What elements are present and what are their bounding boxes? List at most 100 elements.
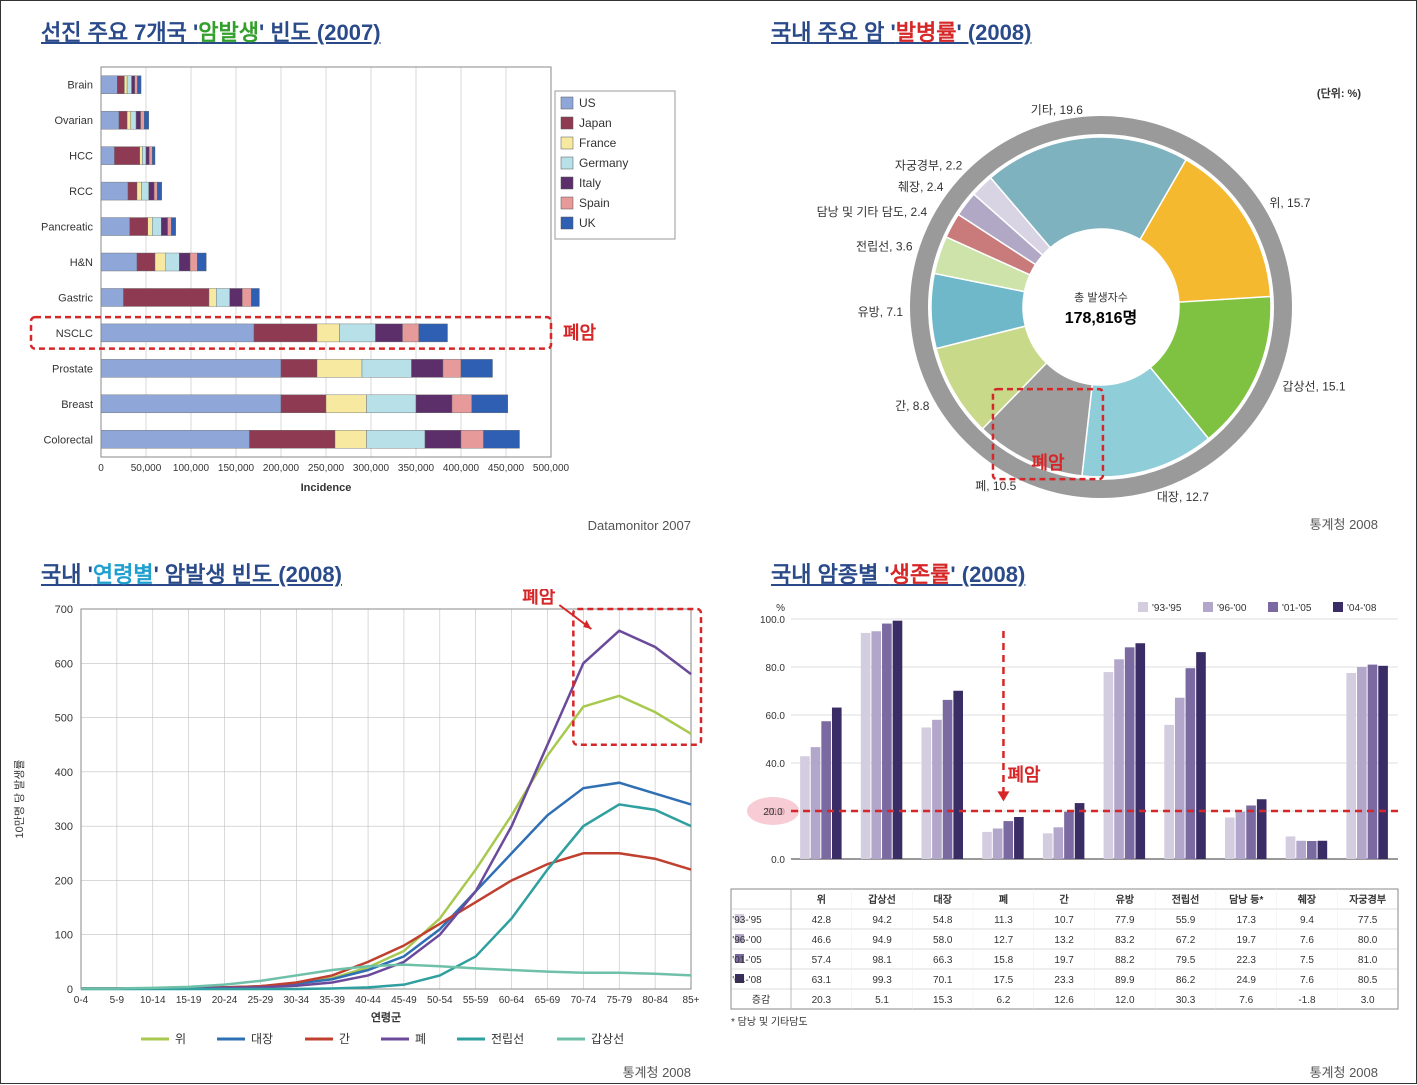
svg-text:12.6: 12.6	[1054, 995, 1074, 1006]
svg-text:77.9: 77.9	[1115, 915, 1135, 926]
svg-text:450,000: 450,000	[488, 463, 525, 474]
svg-text:폐암: 폐암	[522, 589, 556, 607]
svg-text:400,000: 400,000	[443, 463, 480, 474]
svg-text:20-24: 20-24	[212, 995, 238, 1006]
q1-chart: 050,000100,000150,000200,000250,000300,0…	[1, 47, 721, 517]
svg-text:10-14: 10-14	[140, 995, 166, 1006]
svg-text:폐암: 폐암	[563, 323, 597, 343]
panel-q1: 선진 주요 7개국 '암발생' 빈도 (2007) 050,000100,000…	[1, 1, 721, 543]
svg-text:'96-'00: '96-'00	[732, 935, 762, 946]
svg-text:94.9: 94.9	[872, 935, 892, 946]
q3-source: 통계청 2008	[623, 1062, 691, 1081]
q2-source: 통계청 2008	[1310, 514, 1378, 533]
svg-text:70-74: 70-74	[571, 995, 597, 1006]
svg-text:자궁경부, 2.2: 자궁경부, 2.2	[895, 159, 963, 173]
svg-text:300: 300	[55, 821, 73, 833]
svg-text:'93-'95: '93-'95	[732, 915, 762, 926]
svg-text:%: %	[776, 603, 785, 614]
svg-text:500: 500	[55, 713, 73, 725]
svg-text:H&N: H&N	[70, 257, 93, 269]
svg-text:Ovarian: Ovarian	[54, 115, 93, 127]
svg-text:9.4: 9.4	[1300, 915, 1314, 926]
svg-text:200,000: 200,000	[263, 463, 300, 474]
svg-text:유방: 유방	[1116, 893, 1135, 906]
svg-text:88.2: 88.2	[1115, 955, 1135, 966]
svg-text:Gastric: Gastric	[58, 292, 93, 304]
svg-text:대장, 12.7: 대장, 12.7	[1157, 490, 1209, 504]
svg-text:25-29: 25-29	[248, 995, 274, 1006]
svg-text:Breast: Breast	[61, 399, 93, 411]
svg-text:HCC: HCC	[69, 151, 93, 163]
q4-title-post: ' (2008)	[950, 562, 1025, 587]
svg-text:위, 15.7: 위, 15.7	[1269, 196, 1310, 210]
svg-text:81.0: 81.0	[1358, 955, 1378, 966]
svg-text:췌장, 2.4: 췌장, 2.4	[898, 180, 944, 194]
svg-text:50-54: 50-54	[427, 995, 453, 1006]
svg-text:13.2: 13.2	[1054, 935, 1074, 946]
svg-text:300,000: 300,000	[353, 463, 390, 474]
svg-text:22.3: 22.3	[1237, 955, 1257, 966]
svg-text:700: 700	[55, 604, 73, 616]
svg-text:Prostate: Prostate	[52, 363, 93, 375]
svg-text:7.6: 7.6	[1300, 935, 1314, 946]
svg-text:갑상선: 갑상선	[868, 893, 896, 906]
svg-text:80.0: 80.0	[766, 663, 786, 674]
svg-text:-1.8: -1.8	[1298, 995, 1316, 1006]
svg-text:20.0: 20.0	[763, 807, 783, 818]
svg-text:자궁경부: 자궁경부	[1349, 893, 1386, 906]
svg-text:55-59: 55-59	[463, 995, 489, 1006]
svg-text:Italy: Italy	[579, 176, 601, 190]
svg-text:200: 200	[55, 875, 73, 887]
svg-text:* 담낭 및 기타담도: * 담낭 및 기타담도	[731, 1016, 808, 1028]
svg-text:12.0: 12.0	[1115, 995, 1135, 1006]
svg-text:5.1: 5.1	[875, 995, 889, 1006]
svg-text:'04-'08: '04-'08	[1347, 603, 1377, 614]
panel-q4: 국내 암종별 '생존률' (2008) 0.020.040.060.080.01…	[721, 543, 1417, 1085]
svg-text:67.2: 67.2	[1176, 935, 1196, 946]
svg-text:70.1: 70.1	[933, 975, 953, 986]
svg-text:전립선, 3.6: 전립선, 3.6	[856, 239, 913, 253]
svg-text:유방, 7.1: 유방, 7.1	[858, 305, 904, 319]
q4-source: 통계청 2008	[1310, 1062, 1378, 1081]
svg-text:'93-'95: '93-'95	[1152, 603, 1182, 614]
svg-text:0-4: 0-4	[74, 995, 89, 1006]
svg-text:0.0: 0.0	[771, 855, 785, 866]
svg-text:150,000: 150,000	[218, 463, 255, 474]
svg-text:'96-'00: '96-'00	[1217, 603, 1247, 614]
svg-text:담낭 및 기타 담도, 2.4: 담낭 및 기타 담도, 2.4	[817, 205, 928, 219]
svg-text:40.0: 40.0	[766, 759, 786, 770]
svg-text:11.3: 11.3	[994, 915, 1013, 926]
svg-text:NSCLC: NSCLC	[56, 328, 93, 340]
svg-text:10.7: 10.7	[1054, 915, 1074, 926]
svg-text:전립선: 전립선	[491, 1032, 524, 1046]
svg-text:간, 8.8: 간, 8.8	[895, 399, 930, 413]
svg-text:갑상선, 15.1: 갑상선, 15.1	[1282, 379, 1345, 393]
svg-text:60.0: 60.0	[766, 711, 786, 722]
svg-text:100,000: 100,000	[173, 463, 210, 474]
svg-text:담낭 등*: 담낭 등*	[1229, 893, 1263, 906]
svg-text:간: 간	[339, 1032, 350, 1046]
svg-text:86.2: 86.2	[1176, 975, 1196, 986]
svg-text:50,000: 50,000	[131, 463, 162, 474]
svg-text:총 발생자수: 총 발생자수	[1074, 291, 1128, 304]
svg-text:(단위: %): (단위: %)	[1317, 86, 1361, 100]
svg-text:US: US	[579, 96, 596, 110]
svg-text:350,000: 350,000	[398, 463, 435, 474]
svg-text:54.8: 54.8	[933, 915, 953, 926]
q3-title-pre: 국내 '	[41, 562, 93, 587]
svg-text:17.5: 17.5	[994, 975, 1014, 986]
svg-text:55.9: 55.9	[1176, 915, 1196, 926]
svg-text:57.4: 57.4	[812, 955, 832, 966]
svg-text:7.5: 7.5	[1300, 955, 1314, 966]
svg-text:폐암: 폐암	[1007, 765, 1041, 785]
svg-text:23.3: 23.3	[1054, 975, 1074, 986]
svg-text:췌장: 췌장	[1298, 893, 1317, 906]
svg-text:17.3: 17.3	[1237, 915, 1257, 926]
svg-text:79.5: 79.5	[1176, 955, 1196, 966]
svg-text:85+: 85+	[683, 995, 700, 1006]
svg-text:위: 위	[817, 893, 826, 906]
svg-text:기타, 19.6: 기타, 19.6	[1031, 103, 1083, 117]
svg-text:80-84: 80-84	[642, 995, 668, 1006]
q3-title-post: ' 암발생 빈도 (2008)	[154, 562, 342, 587]
svg-text:10만명 당 발생률: 10만명 당 발생률	[13, 759, 26, 838]
